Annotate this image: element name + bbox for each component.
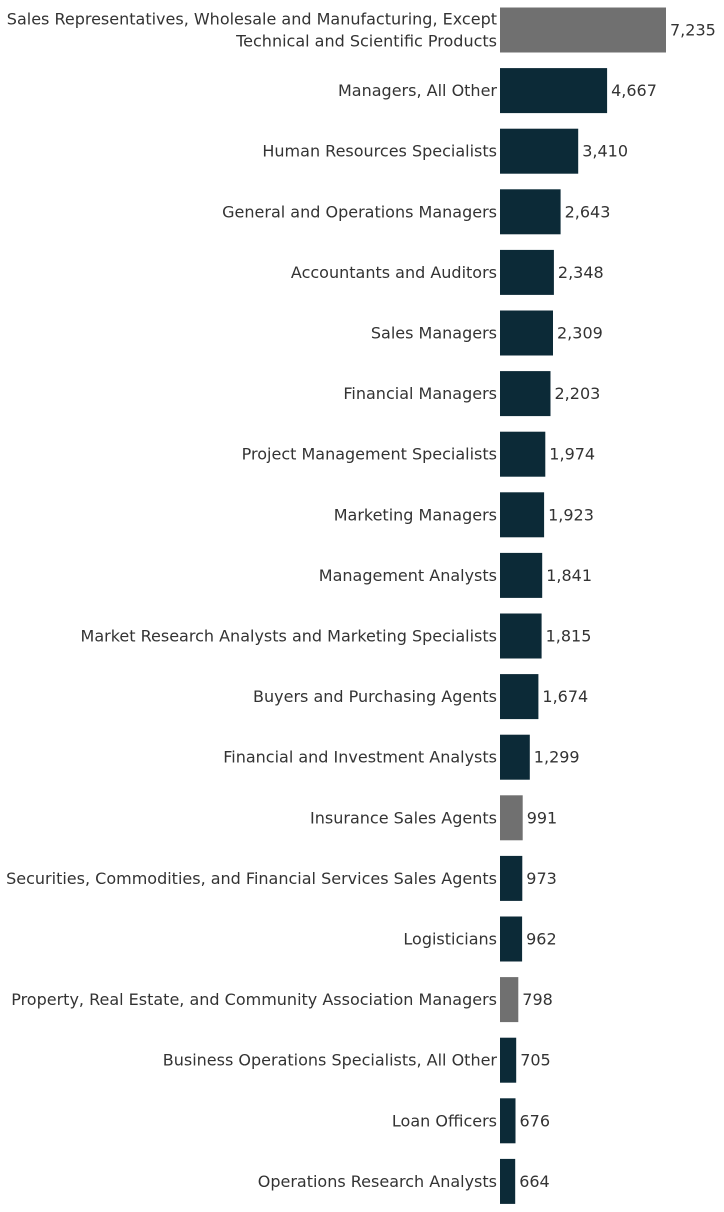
- value-label: 1,841: [546, 566, 592, 585]
- category-label: Sales Representatives, Wholesale and Man…: [7, 10, 497, 29]
- value-label: 1,974: [549, 445, 595, 464]
- value-label: 2,643: [565, 202, 611, 221]
- value-label: 2,203: [555, 384, 601, 403]
- bar: [500, 492, 545, 538]
- bar: [500, 310, 553, 356]
- category-label: Operations Research Analysts: [258, 1172, 497, 1191]
- value-label: 4,667: [611, 81, 657, 100]
- category-label: Buyers and Purchasing Agents: [253, 687, 497, 706]
- bar: [500, 7, 666, 53]
- bar: [500, 613, 542, 659]
- value-label: 1,815: [546, 627, 592, 646]
- bar: [500, 552, 543, 598]
- bar: [500, 795, 523, 841]
- value-label: 676: [520, 1111, 551, 1130]
- bar: [500, 1098, 516, 1144]
- bar: [500, 916, 523, 962]
- value-label: 3,410: [582, 142, 628, 161]
- bar: [500, 128, 579, 174]
- category-label: Market Research Analysts and Marketing S…: [81, 627, 497, 646]
- category-label: Logisticians: [403, 930, 497, 949]
- value-label: 7,235: [670, 21, 716, 40]
- category-label: Business Operations Specialists, All Oth…: [163, 1051, 498, 1070]
- category-label: Marketing Managers: [334, 505, 497, 524]
- bar: [500, 189, 561, 235]
- bar: [500, 249, 554, 295]
- bar: [500, 1158, 516, 1204]
- category-label: Technical and Scientific Products: [235, 32, 497, 51]
- bar: [500, 68, 608, 114]
- category-label: Financial and Investment Analysts: [223, 748, 497, 767]
- category-label: Property, Real Estate, and Community Ass…: [11, 990, 497, 1009]
- value-label: 1,923: [548, 505, 594, 524]
- value-label: 962: [526, 930, 557, 949]
- category-label: Securities, Commodities, and Financial S…: [6, 869, 497, 888]
- bar: [500, 431, 546, 477]
- category-label: Financial Managers: [343, 384, 497, 403]
- bar: [500, 734, 530, 780]
- category-label: General and Operations Managers: [222, 202, 497, 221]
- category-label: Sales Managers: [371, 324, 497, 343]
- value-label: 1,674: [542, 687, 588, 706]
- value-label: 2,309: [557, 324, 603, 343]
- value-label: 798: [522, 990, 553, 1009]
- value-label: 991: [527, 808, 558, 827]
- category-label: Insurance Sales Agents: [310, 808, 497, 827]
- category-label: Loan Officers: [392, 1111, 497, 1130]
- bar: [500, 371, 551, 417]
- bar: [500, 1037, 517, 1083]
- category-label: Human Resources Specialists: [262, 142, 497, 161]
- value-label: 705: [520, 1051, 551, 1070]
- category-label: Management Analysts: [319, 566, 497, 585]
- category-label: Accountants and Auditors: [291, 263, 497, 282]
- category-label: Project Management Specialists: [242, 445, 497, 464]
- category-label: Managers, All Other: [338, 81, 497, 100]
- value-label: 664: [519, 1172, 550, 1191]
- value-label: 973: [526, 869, 557, 888]
- bar: [500, 855, 523, 901]
- bar: [500, 977, 519, 1023]
- value-label: 2,348: [558, 263, 604, 282]
- bar: [500, 674, 539, 720]
- value-label: 1,299: [534, 748, 580, 767]
